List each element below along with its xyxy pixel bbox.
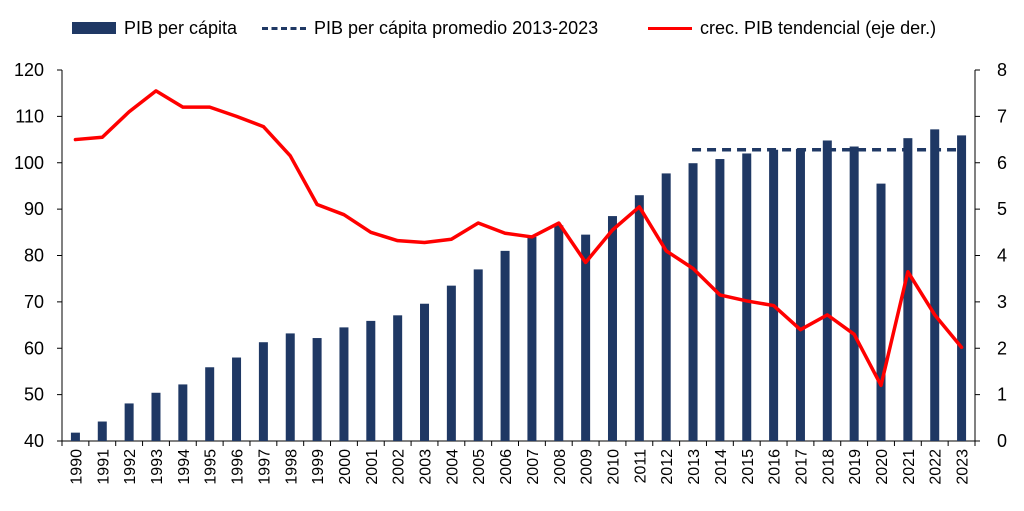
x-tick-label: 1997 [256, 449, 273, 485]
x-tick-label: 2021 [901, 449, 918, 485]
legend-dash-swatch [262, 26, 306, 30]
x-tick-label: 1990 [68, 449, 85, 485]
x-tick-label: 2016 [767, 449, 784, 485]
x-tick-label: 2015 [740, 449, 757, 485]
legend-item-pib-promedio: PIB per cápita promedio 2013-2023 [262, 16, 598, 40]
x-tick-label: 2011 [632, 449, 649, 484]
x-tick-label: 2020 [874, 449, 891, 485]
y-left-tick-label: 60 [24, 338, 44, 358]
x-tick-label: 2023 [955, 449, 972, 485]
legend-bar-swatch [72, 22, 116, 34]
x-tick-label: 2018 [820, 449, 837, 485]
y-left-tick-label: 90 [24, 199, 44, 219]
bar [769, 149, 779, 441]
bar [849, 146, 859, 442]
bar [366, 320, 376, 441]
y-right-tick-label: 7 [997, 106, 1007, 126]
x-tick-label: 1991 [95, 449, 112, 485]
x-tick-label: 2009 [579, 449, 596, 485]
bar [822, 140, 832, 442]
x-tick-label: 2002 [391, 449, 408, 485]
bar [420, 303, 430, 441]
bar [607, 216, 617, 441]
bar [930, 129, 940, 442]
x-tick-label: 1996 [230, 449, 247, 485]
x-tick-label: 2006 [498, 449, 515, 485]
x-tick-label: 2008 [552, 449, 569, 485]
bar [205, 367, 215, 441]
bar [554, 225, 564, 441]
bar [500, 250, 510, 441]
x-tick-label: 1999 [310, 449, 327, 485]
bar [957, 135, 967, 442]
x-tick-label: 1994 [176, 449, 193, 485]
bar [688, 163, 698, 441]
x-tick-label: 1995 [203, 449, 220, 485]
bar [661, 173, 671, 441]
bar [339, 327, 349, 441]
x-tick-label: 2010 [605, 449, 622, 485]
legend-item-pib-per-capita: PIB per cápita [72, 16, 237, 40]
bar [473, 269, 483, 441]
x-tick-label: 1992 [122, 449, 139, 485]
legend-label: crec. PIB tendencial (eje der.) [700, 17, 937, 38]
x-tick-label: 2000 [337, 449, 354, 485]
bar [903, 138, 913, 441]
y-right-tick-label: 1 [997, 385, 1007, 405]
x-tick-label: 2004 [444, 449, 461, 485]
legend-item-crec-pib: crec. PIB tendencial (eje der.) [648, 16, 936, 40]
bar [527, 236, 537, 441]
bar [634, 195, 644, 441]
bar [70, 432, 80, 441]
y-right-tick-label: 3 [997, 292, 1007, 312]
x-tick-label: 2012 [659, 449, 676, 485]
y-right-tick-label: 4 [997, 246, 1007, 266]
y-right-tick-label: 5 [997, 199, 1007, 219]
bar [97, 421, 107, 441]
bar [742, 153, 752, 441]
x-tick-label: 2001 [364, 449, 381, 485]
x-tick-label: 2014 [713, 449, 730, 485]
bar [715, 159, 725, 442]
bar [446, 285, 456, 441]
y-right-tick-label: 6 [997, 153, 1007, 173]
bar [581, 234, 591, 441]
y-left-tick-label: 120 [14, 60, 44, 80]
y-left-tick-label: 50 [24, 385, 44, 405]
x-tick-label: 1993 [149, 449, 166, 485]
bar [232, 357, 242, 441]
x-tick-label: 2003 [418, 449, 435, 485]
y-left-tick-label: 80 [24, 246, 44, 266]
y-right-tick-label: 8 [997, 60, 1007, 80]
bar [312, 338, 322, 441]
y-left-tick-label: 110 [15, 106, 44, 126]
bar [258, 342, 268, 441]
legend-label: PIB per cápita promedio 2013-2023 [314, 17, 599, 38]
legend: PIB per cápita PIB per cápita promedio 2… [0, 16, 1024, 40]
bar [285, 333, 295, 441]
legend-line-swatch [648, 26, 692, 30]
y-right-tick-label: 2 [997, 338, 1007, 358]
y-left-tick-label: 100 [14, 153, 44, 173]
bar [178, 384, 188, 441]
bar [393, 315, 403, 441]
legend-label: PIB per cápita [124, 17, 238, 38]
bar [151, 392, 161, 441]
y-left-tick-label: 40 [24, 431, 44, 451]
x-tick-label: 2005 [471, 449, 488, 485]
x-tick-label: 1998 [283, 449, 300, 485]
y-left-tick-label: 70 [24, 292, 44, 312]
trend-line [73, 89, 964, 388]
y-right-tick-label: 0 [997, 431, 1007, 451]
x-tick-label: 2007 [525, 449, 542, 485]
x-tick-label: 2017 [793, 449, 810, 485]
x-tick-label: 2022 [928, 449, 945, 485]
bar [124, 403, 134, 441]
x-tick-label: 2019 [847, 449, 864, 485]
bar [795, 148, 805, 441]
x-tick-label: 2013 [686, 449, 703, 485]
bar [876, 183, 886, 441]
